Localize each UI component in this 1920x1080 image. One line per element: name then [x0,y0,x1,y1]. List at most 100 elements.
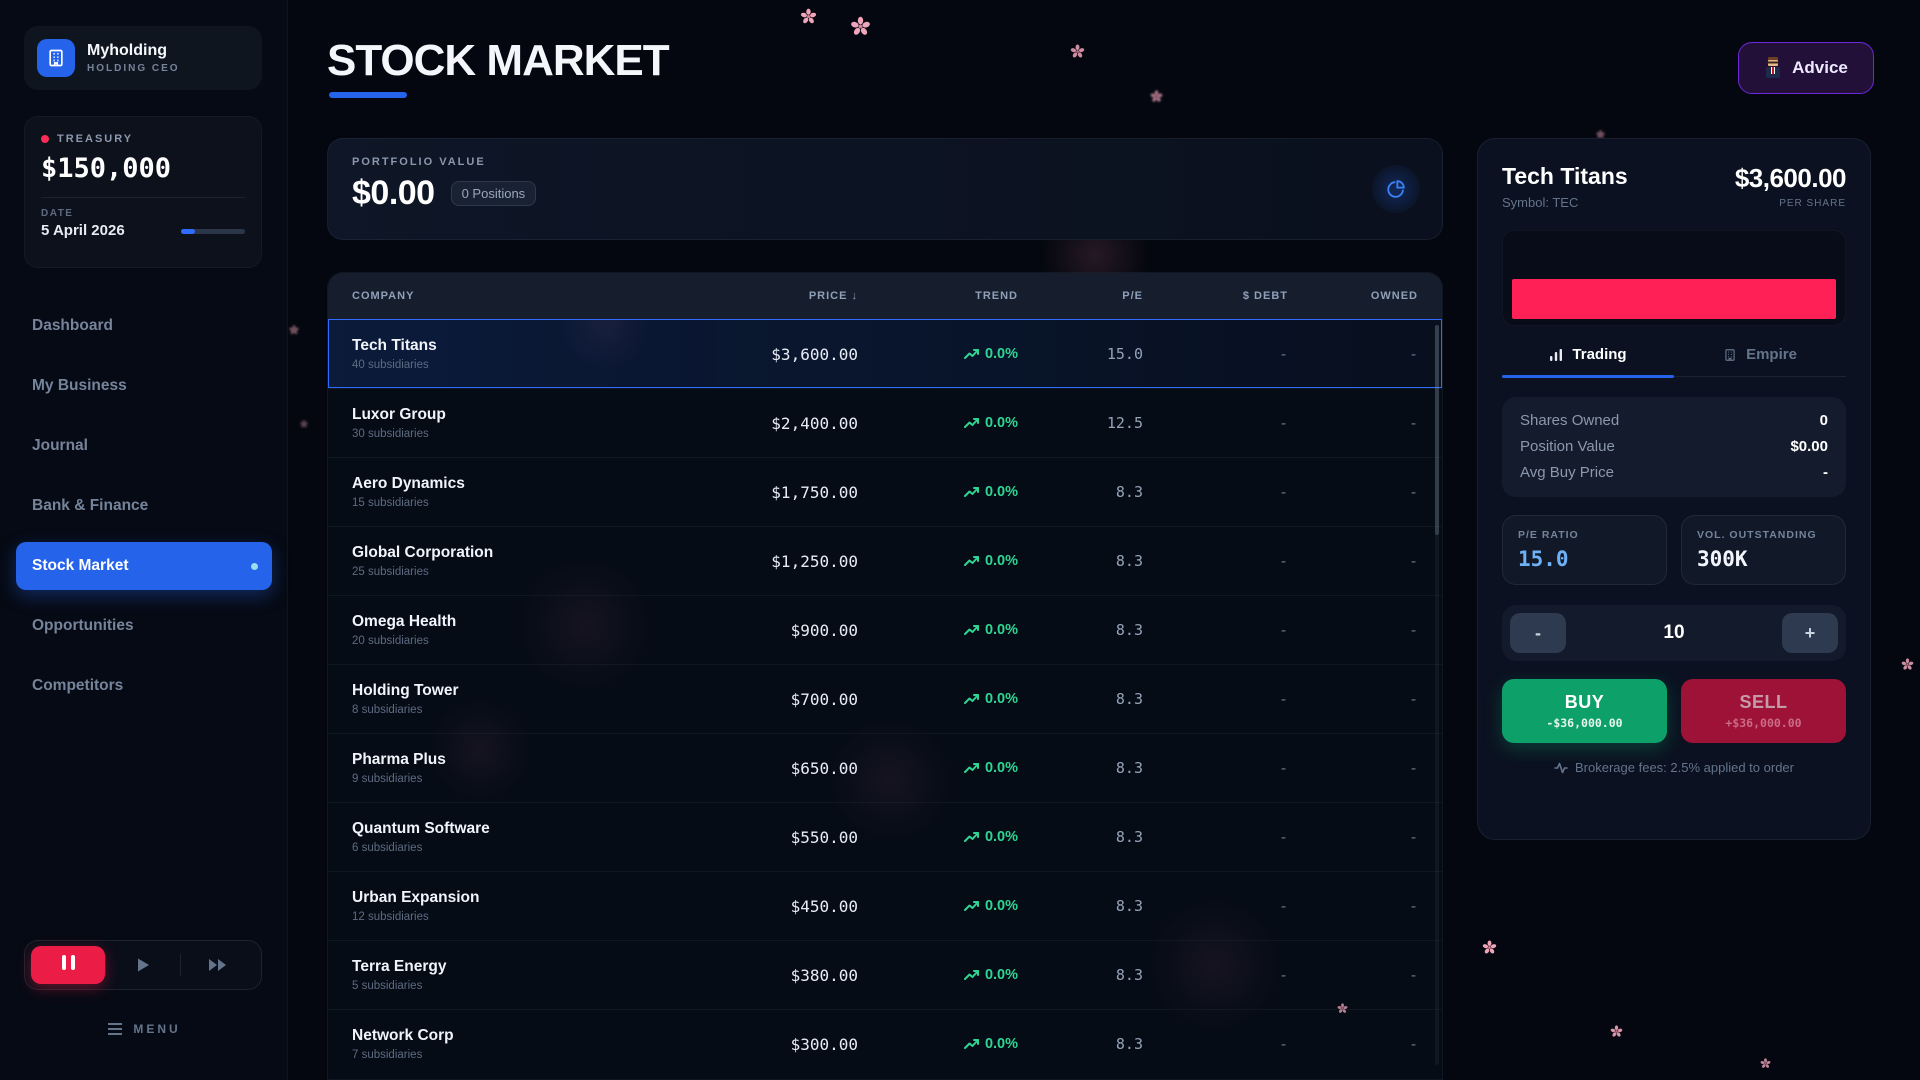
trend-cell: 0.0% [858,760,1018,776]
table-row[interactable]: Pharma Plus 9 subsidiaries $650.00 0.0% … [328,733,1442,802]
treasury-card: TREASURY $150,000 DATE 5 April 2026 [24,116,262,268]
quantity-stepper: - 10 + [1502,605,1846,661]
quantity-value[interactable]: 10 [1663,622,1685,643]
owned-cell: - [1408,1035,1418,1053]
sidebar-item-bank-finance[interactable]: Bank & Finance [16,482,272,530]
buy-button[interactable]: BUY -$36,000.00 [1502,679,1667,743]
table-row[interactable]: Omega Health 20 subsidiaries $900.00 0.0… [328,595,1442,664]
debt-cell: - [1278,345,1288,363]
sidebar-item-opportunities[interactable]: Opportunities [16,602,272,650]
company-subsidiaries: 30 subsidiaries [352,428,429,440]
debt-cell: - [1278,897,1288,915]
advice-button[interactable]: Advice [1738,42,1874,94]
company-subsidiaries: 7 subsidiaries [352,1049,423,1061]
table-row[interactable]: Terra Energy 5 subsidiaries $380.00 0.0%… [328,940,1442,1009]
pe-cell: 8.3 [1115,621,1143,639]
sort-desc-icon: ↓ [851,290,858,302]
tab-empire[interactable]: Empire [1674,346,1846,376]
sidebar-item-my-business[interactable]: My Business [16,362,272,410]
sakura-petal-icon [800,8,817,25]
building-icon [1725,348,1735,361]
price-mini-chart [1502,230,1846,326]
company-name: Global Corporation [352,544,494,561]
day-progress-fill [181,229,195,234]
sidebar-item-competitors[interactable]: Competitors [16,662,272,710]
quantity-decrease-button[interactable]: - [1510,613,1566,653]
tab-trading[interactable]: Trading [1502,346,1674,378]
menu-button[interactable]: MENU [0,1022,288,1036]
company-cell: Holding Tower 8 subsidiaries [352,682,668,716]
column-owned[interactable]: OWNED [1370,290,1418,302]
table-row[interactable]: Holding Tower 8 subsidiaries $700.00 0.0… [328,664,1442,733]
treasury-label: TREASURY [57,133,134,145]
volume-label: VOL. OUTSTANDING [1697,529,1817,541]
pause-button[interactable] [31,946,105,984]
treasury-value: $150,000 [41,153,172,184]
pe-cell: 12.5 [1106,414,1143,432]
column-pe[interactable]: P/E [1122,290,1143,302]
column-price[interactable]: PRICE ↓ [808,290,858,302]
trend-value: 0.0% [984,484,1018,500]
trend-cell: 0.0% [858,898,1018,914]
table-row[interactable]: Luxor Group 30 subsidiaries $2,400.00 0.… [328,388,1442,457]
hamburger-icon [108,1023,123,1035]
table-row[interactable]: Aero Dynamics 15 subsidiaries $1,750.00 … [328,457,1442,526]
dollar-icon: $ [1242,290,1250,302]
table-row[interactable]: Quantum Software 6 subsidiaries $550.00 … [328,802,1442,871]
trend-value: 0.0% [984,415,1018,431]
company-logo-card[interactable]: Myholding HOLDING CEO [24,26,262,90]
brokerage-fee-note: Brokerage fees: 2.5% applied to order [1502,760,1846,775]
company-cell: Pharma Plus 9 subsidiaries [352,751,668,785]
debt-cell: - [1278,414,1288,432]
table-row[interactable]: Network Corp 7 subsidiaries $300.00 0.0%… [328,1009,1442,1078]
scrollbar-thumb[interactable] [1435,325,1439,535]
column-debt[interactable]: $ DEBT [1242,290,1288,302]
fast-forward-button[interactable] [181,946,255,984]
debt-cell: - [1278,759,1288,777]
owned-cell: - [1408,483,1418,501]
table-row[interactable]: Global Corporation 25 subsidiaries $1,25… [328,526,1442,595]
quantity-increase-button[interactable]: + [1781,613,1838,653]
sidebar-item-journal[interactable]: Journal [16,422,272,470]
pause-icon [61,955,75,975]
company-subsidiaries: 9 subsidiaries [352,773,423,785]
price-cell: $450.00 [790,896,858,916]
price-cell: $900.00 [790,620,858,640]
trend-cell: 0.0% [858,691,1018,707]
trend-cell: 0.0% [858,553,1018,569]
table-scrollbar[interactable] [1435,325,1439,1065]
portfolio-chart-button[interactable] [1372,165,1420,213]
play-button[interactable] [106,946,180,984]
divider [41,197,245,198]
owned-cell: - [1408,414,1418,432]
trend-cell: 0.0% [858,622,1018,638]
trend-up-icon [963,556,979,566]
table-header: COMPANY PRICE ↓ TREND P/E $ DEBT OWNED [328,273,1442,319]
company-cell: Urban Expansion 12 subsidiaries [352,889,668,923]
sidebar-item-dashboard[interactable]: Dashboard [16,302,272,350]
debt-cell: - [1278,621,1288,639]
trend-cell: 0.0% [858,829,1018,845]
column-company[interactable]: COMPANY [352,290,415,302]
table-row[interactable]: Tech Titans 40 subsidiaries $3,600.00 0.… [328,319,1442,388]
sell-label: SELL [1739,692,1788,712]
play-icon [138,958,149,972]
sidebar-item-label: Opportunities [32,617,134,634]
price-cell: $550.00 [790,827,858,847]
sidebar-item-stock-market[interactable]: Stock Market [16,542,272,590]
pe-cell: 8.3 [1115,690,1143,708]
active-indicator-dot [251,562,258,570]
debt-cell: - [1278,1035,1288,1053]
company-cell: Global Corporation 25 subsidiaries [352,544,668,578]
sidebar: Myholding HOLDING CEO TREASURY $150,000 … [0,0,288,1080]
column-trend[interactable]: TREND [975,290,1018,302]
sakura-petal-icon [1901,658,1914,671]
sell-button[interactable]: SELL +$36,000.00 [1681,679,1846,743]
pe-cell: 8.3 [1115,483,1143,501]
bar-chart-icon [1550,348,1563,361]
pe-cell: 15.0 [1106,345,1143,363]
company-name: Luxor Group [352,406,446,423]
stock-table: COMPANY PRICE ↓ TREND P/E $ DEBT OWNED T… [327,272,1443,1080]
debt-cell: - [1278,828,1288,846]
table-row[interactable]: Urban Expansion 12 subsidiaries $450.00 … [328,871,1442,940]
